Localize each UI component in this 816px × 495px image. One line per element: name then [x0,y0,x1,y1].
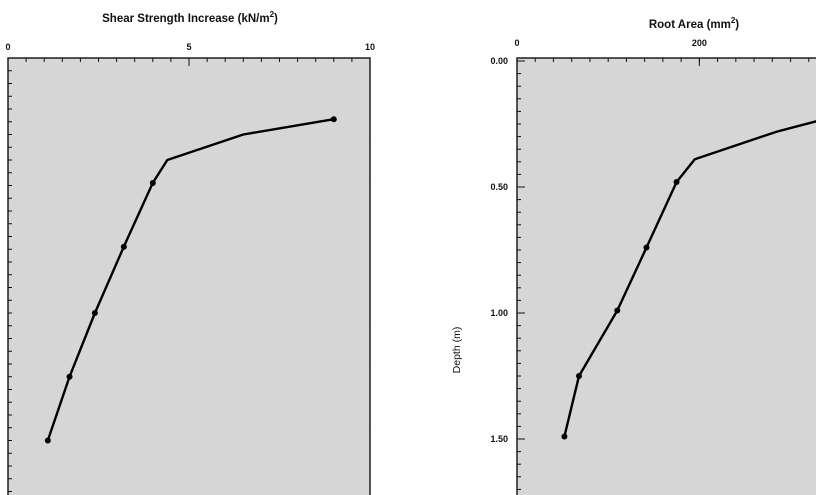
series-group [44,116,337,444]
chart-title: Root Area (mm2) [649,16,739,31]
x-tick-label: 5 [186,42,191,52]
x-tick-label: 10 [365,42,375,52]
y-axis-label: Depth (m) [451,327,463,374]
data-point [614,307,621,314]
y-tick-label: 1.50 [490,434,508,444]
y-tick-label: 0.00 [490,56,508,66]
chart-title: Shear Strength Increase (kN/m2) [102,10,278,25]
data-point [91,310,98,316]
data-point [330,116,337,123]
x-tick-label: 0 [514,38,519,48]
data-point [120,243,127,250]
data-point [576,373,582,379]
plot-frame [516,57,816,495]
data-point [561,433,568,440]
data-point [673,178,680,185]
data-point [149,179,156,186]
data-point [44,437,51,444]
series-group [561,120,816,440]
y-axis: 0.00 0.50 1.00 1.50 [490,56,525,490]
chart-shear-strength: Shear Strength Increase (kN/m2) 0 5 10 [5,10,375,495]
plot-texture [517,58,816,495]
y-tick-label: 1.00 [490,308,508,318]
data-point [66,373,73,380]
series-line [46,117,335,442]
x-axis: 0 5 10 [5,42,375,66]
plot-texture [8,58,370,495]
x-tick-label: 0 [5,42,10,52]
data-point [643,244,650,251]
chart-root-area: Root Area (mm2) Depth (m) 0 200 0.00 0.50 1… [451,16,816,495]
x-tick-label: 200 [692,38,707,48]
x-axis: 0 200 [514,38,810,66]
y-tick-label: 0.50 [490,182,508,192]
series-line [563,120,816,438]
y-axis [8,57,12,492]
